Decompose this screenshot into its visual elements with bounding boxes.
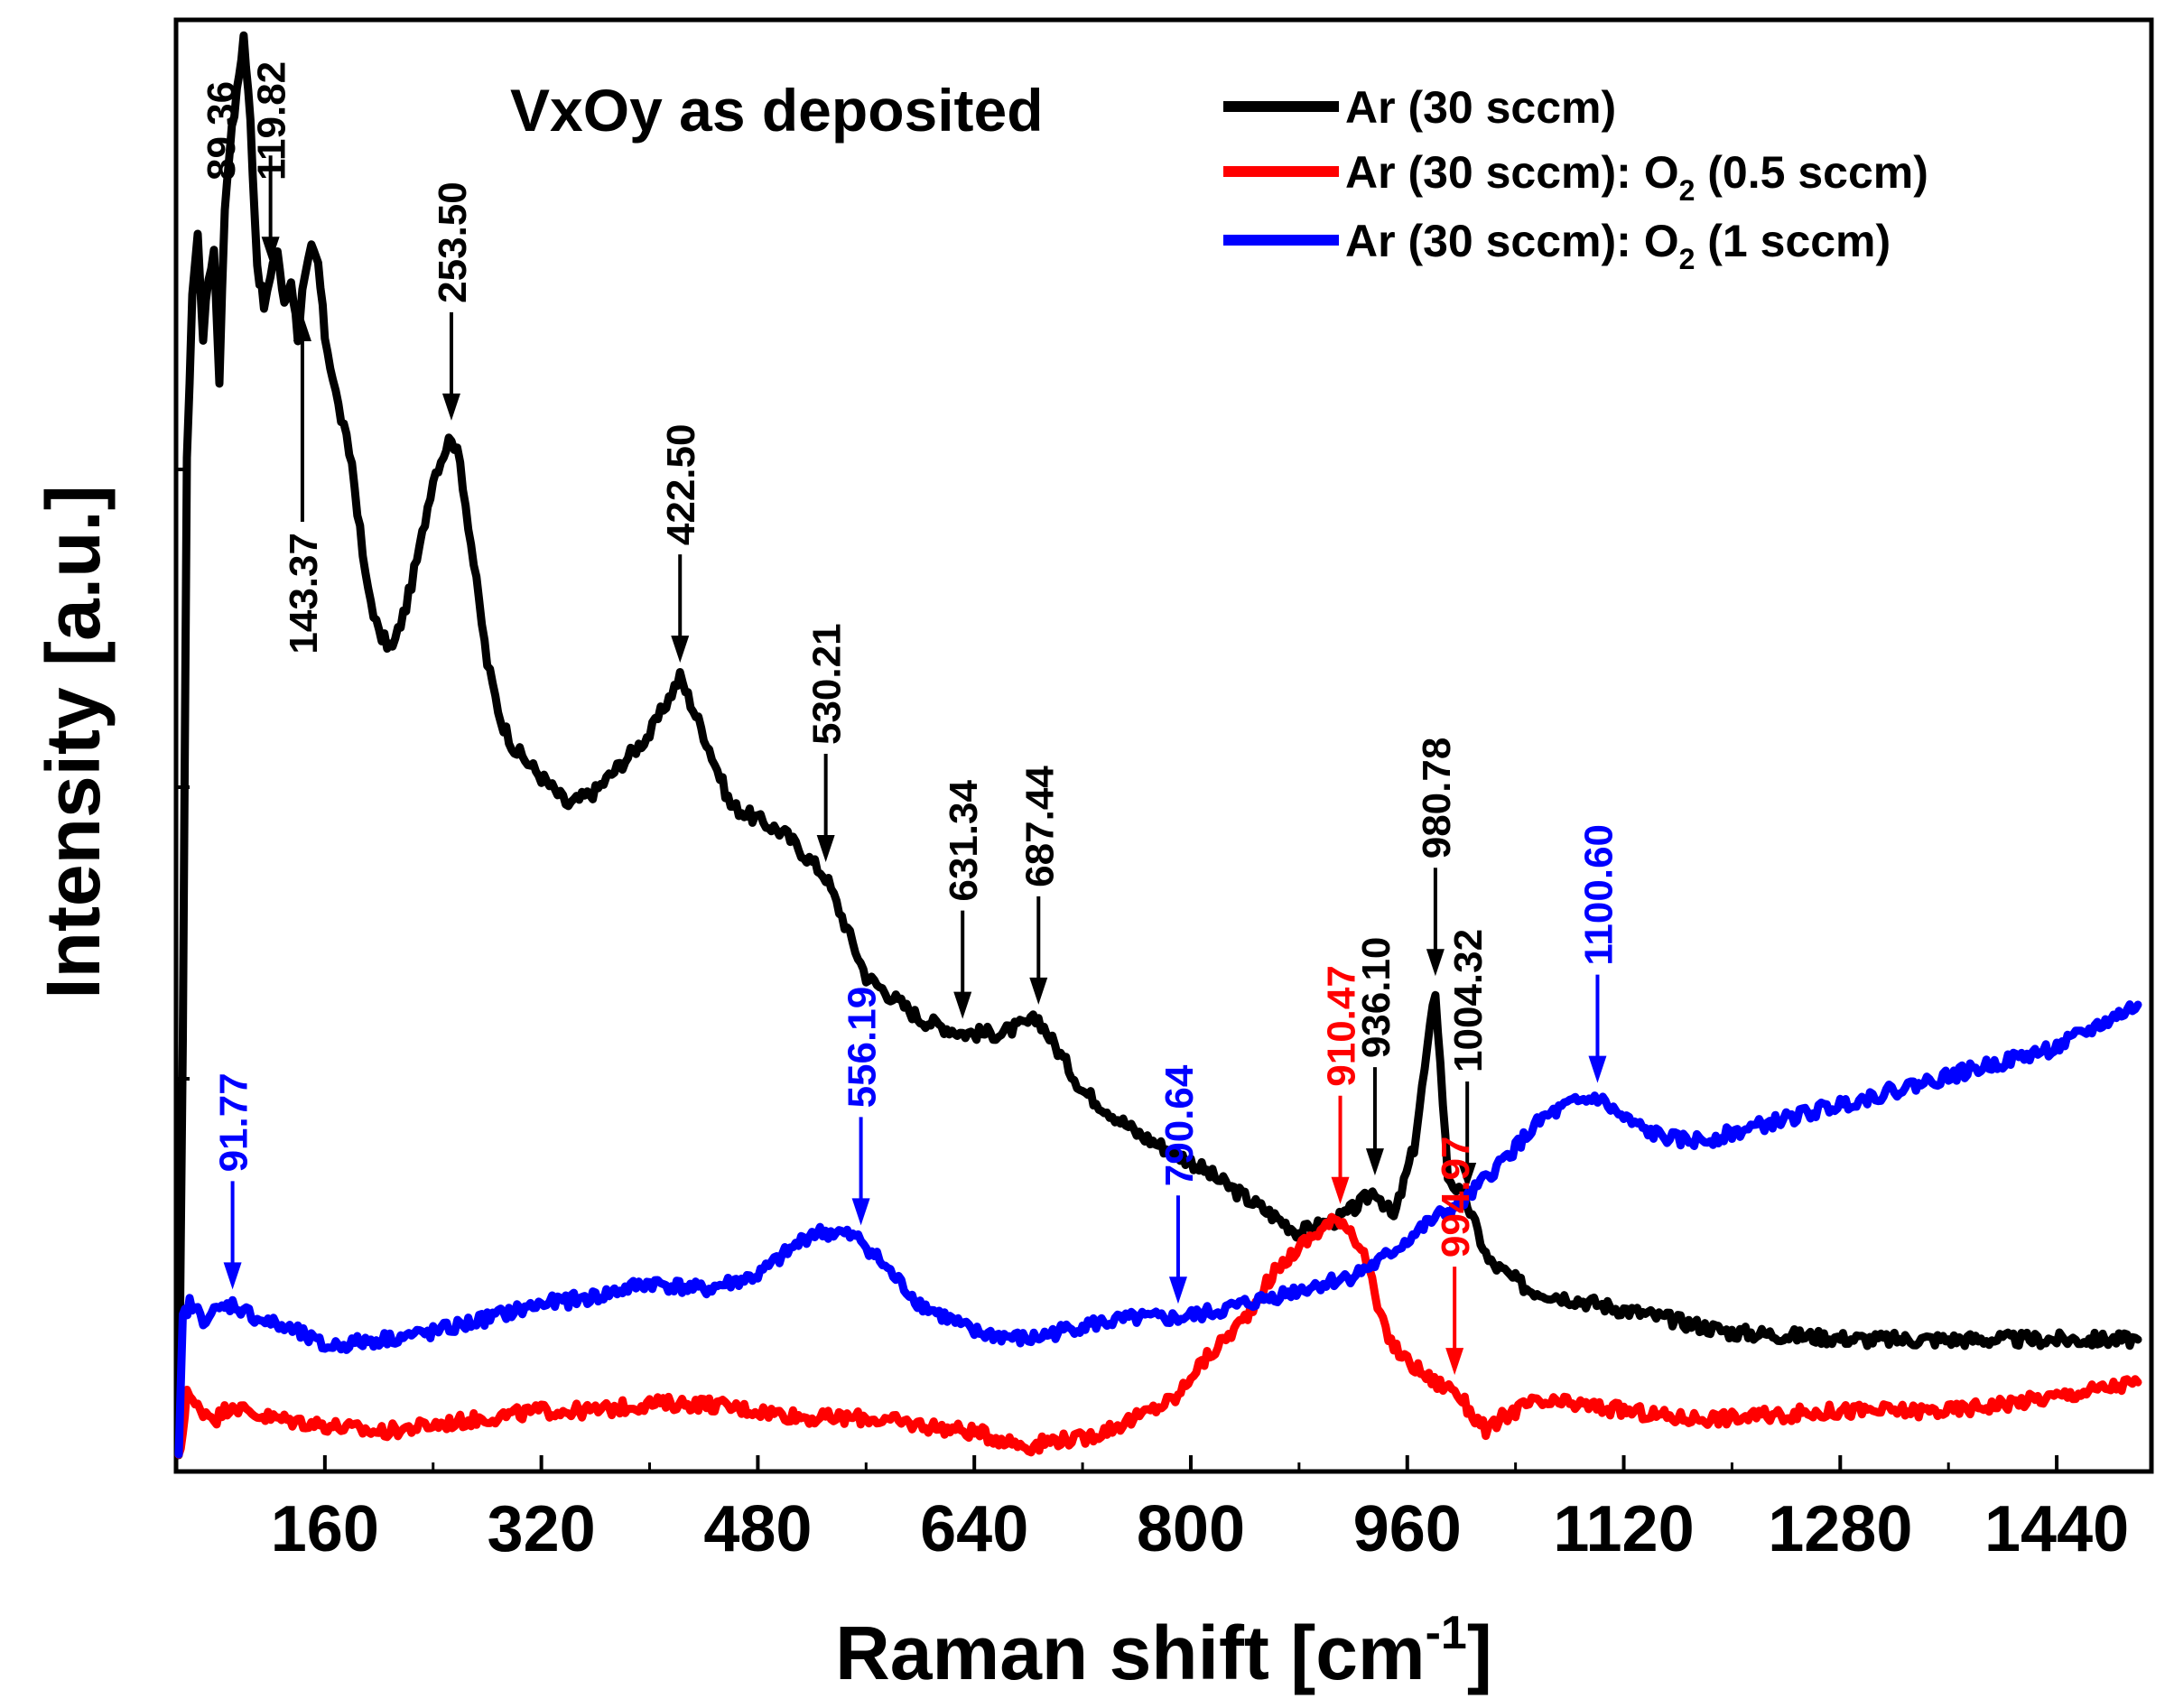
plot-frame [173, 17, 2154, 1474]
annotation-arrow-head [1426, 949, 1445, 977]
legend-entry-ar-o2-05: Ar (30 sccm): O2 (0.5 sccm) [1345, 147, 1928, 207]
annotation-label: 980.78 [1415, 738, 1459, 859]
annotation-arrow-head [1458, 1162, 1477, 1190]
x-tick-label: 1120 [1553, 1493, 1694, 1565]
annotation-arrow-head [441, 393, 460, 421]
peak-annotation: 936.10 [1354, 937, 1398, 1176]
x-axis-tick-labels: 160 320 480 640 800 960 1120 1280 1440 [271, 1493, 2129, 1565]
legend-text-main: Ar (30 sccm): O [1345, 147, 1679, 198]
peak-annotation: 980.78 [1415, 738, 1459, 977]
peak-annotation: 89.36 [200, 81, 244, 181]
annotation-arrow-head [261, 237, 280, 265]
annotation-arrow-head [223, 1262, 242, 1290]
x-tick-label: 1440 [1984, 1493, 2129, 1565]
x-tick-label: 480 [703, 1493, 812, 1565]
peak-annotation: 1100.60 [1576, 824, 1621, 1083]
annotation-label: 530.21 [805, 623, 850, 745]
x-tick-label: 1280 [1768, 1493, 1912, 1565]
peak-annotation: 530.21 [805, 623, 850, 863]
x-tick-label: 800 [1137, 1493, 1245, 1565]
peak-annotation: 790.64 [1157, 1064, 1202, 1304]
x-axis-title: Raman shift [cm-1] [835, 1607, 1492, 1695]
annotation-arrow-head [1331, 1176, 1350, 1204]
peak-annotation: 687.44 [1017, 766, 1062, 1005]
peak-annotation: 556.19 [841, 987, 885, 1226]
annotation-arrow-head [851, 1198, 870, 1226]
annotation-label: 994.97 [1434, 1137, 1478, 1258]
peak-annotation: 91.77 [212, 1072, 256, 1290]
annotation-arrow-head [1588, 1055, 1607, 1083]
annotation-arrow-head [1029, 977, 1048, 1005]
annotation-label: 89.36 [200, 81, 244, 181]
peak-annotation: 910.47 [1320, 965, 1364, 1204]
annotation-label: 631.34 [942, 779, 986, 901]
x-axis-ticks [322, 1455, 2059, 1471]
legend-text-main: Ar (30 sccm): O [1345, 216, 1679, 266]
x-axis-title-sup: -1 [1426, 1607, 1467, 1659]
legend: Ar (30 sccm) Ar (30 sccm): O2 (0.5 sccm)… [1223, 82, 1928, 275]
annotation-arrow-head [953, 991, 972, 1019]
annotation-label: 119.82 [250, 61, 294, 181]
annotation-label: 91.77 [212, 1072, 256, 1172]
legend-entry-ar-o2-1: Ar (30 sccm): O2 (1 sccm) [1345, 216, 1891, 275]
legend-text-tail: (0.5 sccm) [1695, 147, 1928, 198]
peak-annotation: 143.37 [282, 314, 326, 654]
x-tick-label: 640 [920, 1493, 1028, 1565]
x-tick-label: 960 [1353, 1493, 1462, 1565]
peak-annotation: 1004.32 [1446, 929, 1491, 1190]
peak-annotation: 422.50 [659, 424, 703, 664]
peak-annotation: 119.82 [250, 61, 294, 265]
y-axis-title: Intensity [a.u.] [31, 485, 116, 998]
x-tick-label: 320 [488, 1493, 596, 1565]
annotation-arrow-head [671, 636, 690, 664]
chart-title: VxOy as deposited [510, 77, 1044, 144]
peak-annotation: 994.97 [1434, 1137, 1478, 1376]
legend-text-sub: 2 [1679, 243, 1696, 275]
peak-annotation: 253.50 [431, 181, 475, 421]
annotation-label: 143.37 [282, 533, 326, 654]
legend-text-sub: 2 [1679, 174, 1696, 207]
annotation-label: 422.50 [659, 424, 703, 546]
annotation-label: 790.64 [1157, 1064, 1202, 1186]
annotation-label: 253.50 [431, 181, 475, 303]
peak-annotations: 89.36 119.82 253.50 143.37 422.50 530.21 631.3… [200, 61, 1621, 1376]
series-ar-o2-05 [174, 1212, 2142, 1459]
legend-entry-ar: Ar (30 sccm) [1345, 82, 1616, 133]
annotation-label: 1100.60 [1576, 824, 1621, 966]
x-axis-title-end: ] [1467, 1611, 1492, 1695]
annotation-arrow-head [1445, 1348, 1464, 1376]
annotation-arrow-head [1365, 1148, 1384, 1176]
annotation-label: 936.10 [1354, 937, 1398, 1059]
x-axis-title-main: Raman shift [cm [835, 1611, 1425, 1695]
legend-text-tail: (1 sccm) [1695, 216, 1891, 266]
series-ar [174, 31, 2142, 1460]
series-ar-o2-1 [174, 1000, 2142, 1459]
annotation-arrow-head [816, 835, 835, 863]
annotation-arrow-head [293, 314, 311, 342]
series-layer [174, 31, 2142, 1460]
annotation-label: 1004.32 [1446, 929, 1491, 1072]
annotation-label: 556.19 [841, 987, 885, 1109]
x-tick-label: 160 [271, 1493, 379, 1565]
annotation-label: 687.44 [1017, 766, 1062, 887]
annotation-arrow-head [1168, 1276, 1187, 1304]
peak-annotation: 631.34 [942, 779, 986, 1019]
annotation-label: 910.47 [1320, 965, 1364, 1087]
